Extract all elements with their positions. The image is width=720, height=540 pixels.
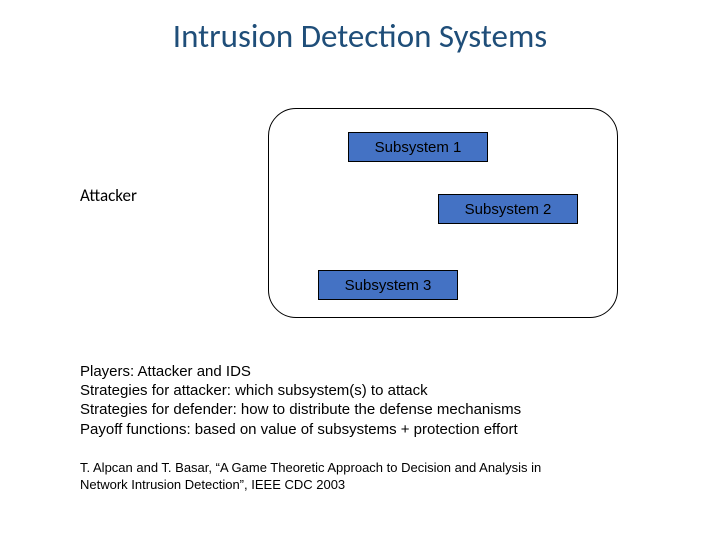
node-label: Subsystem 2	[465, 201, 552, 218]
description-block: Players: Attacker and IDS Strategies for…	[80, 362, 521, 439]
citation-block: T. Alpcan and T. Basar, “A Game Theoreti…	[80, 460, 541, 493]
desc-line: Strategies for defender: how to distribu…	[80, 400, 521, 419]
desc-line: Players: Attacker and IDS	[80, 362, 521, 381]
node-label: Subsystem 1	[375, 139, 462, 156]
node-subsystem-2: Subsystem 2	[438, 194, 578, 224]
cite-line: Network Intrusion Detection”, IEEE CDC 2…	[80, 477, 541, 494]
desc-line: Payoff functions: based on value of subs…	[80, 420, 521, 439]
attacker-label: Attacker	[80, 185, 137, 206]
node-subsystem-1: Subsystem 1	[348, 132, 488, 162]
node-label: Subsystem 3	[345, 277, 432, 294]
slide-title: Intrusion Detection Systems	[0, 16, 720, 56]
node-subsystem-3: Subsystem 3	[318, 270, 458, 300]
desc-line: Strategies for attacker: which subsystem…	[80, 381, 521, 400]
cite-line: T. Alpcan and T. Basar, “A Game Theoreti…	[80, 460, 541, 477]
